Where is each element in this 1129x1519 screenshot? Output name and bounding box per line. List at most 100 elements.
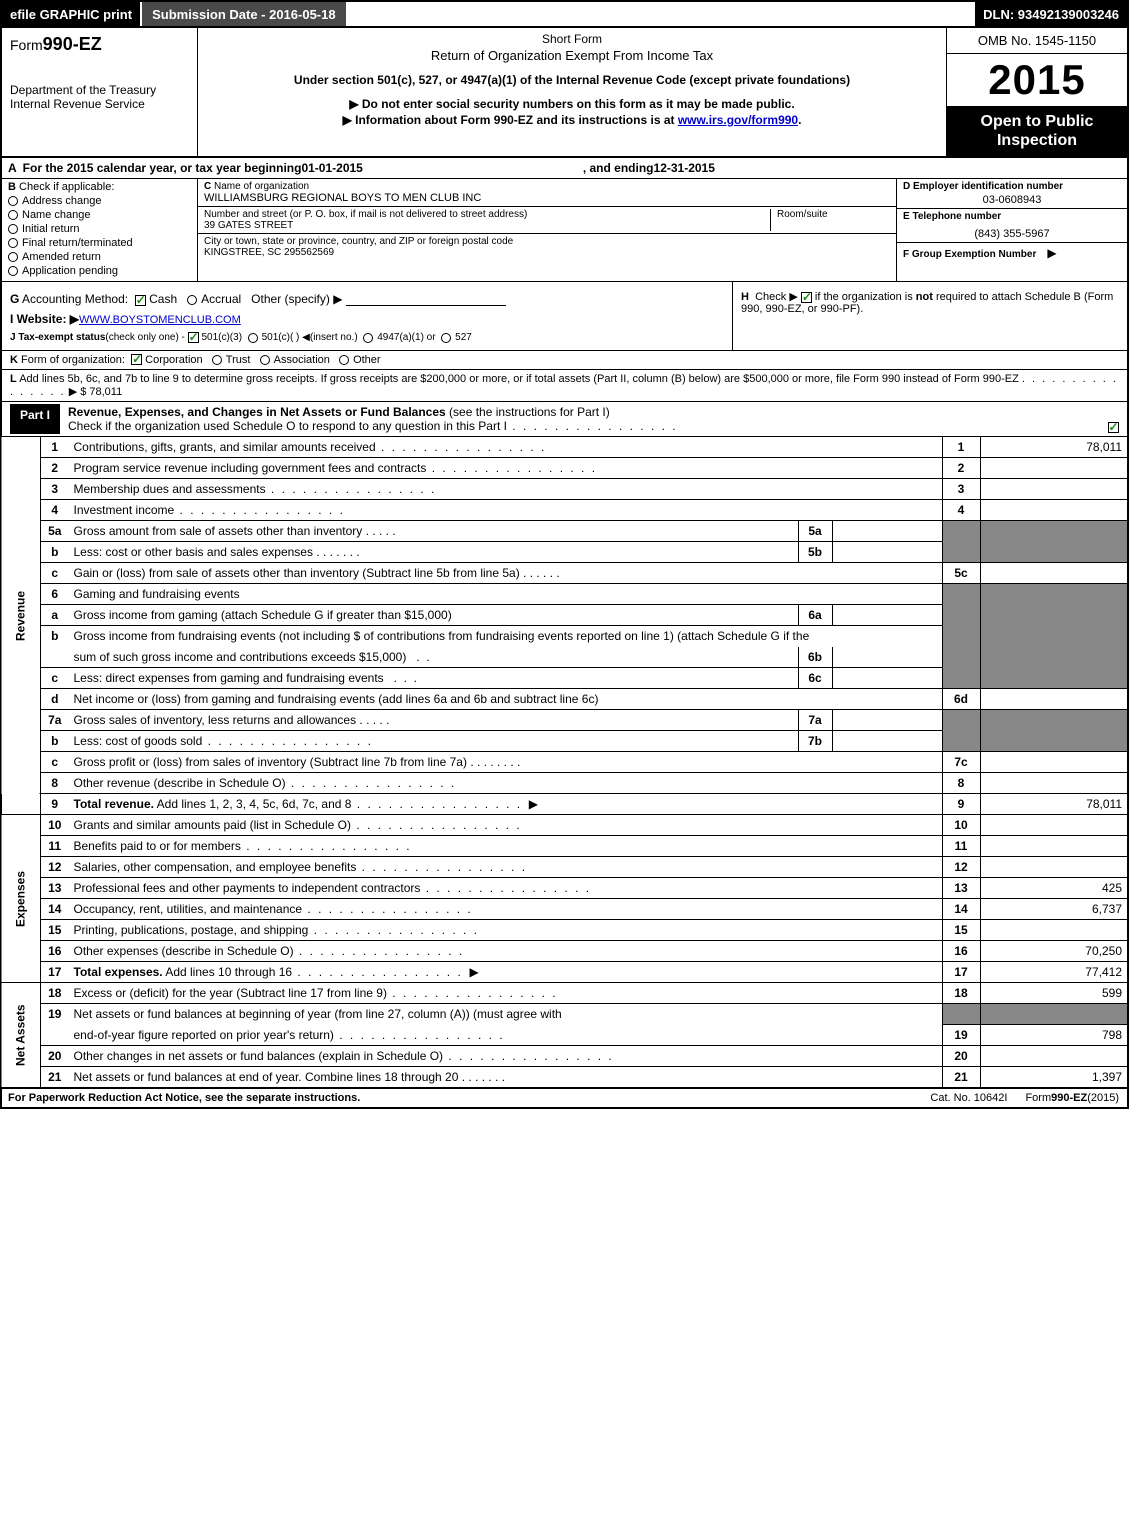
row-a: A For the 2015 calendar year, or tax yea… [0,158,1129,179]
checkbox-h[interactable] [801,292,812,303]
line-desc: Net assets or fund balances at beginning… [69,1004,943,1025]
shade-cell [980,710,1128,752]
chk-application-pending: Application pending [8,265,191,277]
line-desc: Printing, publications, postage, and shi… [74,923,309,937]
line-desc: Less: cost of goods sold [74,734,203,748]
circle-icon[interactable] [8,252,18,262]
checkbox-501c3[interactable] [188,332,199,343]
j-line: J Tax-exempt status(check only one) - 50… [10,332,724,343]
group-exemption-box: F Group Exemption Number ▶ [897,243,1127,263]
circle-icon[interactable] [8,224,18,234]
num-cell: 11 [942,836,980,857]
line-no: 2 [41,458,69,479]
line-7a: 7a Gross sales of inventory, less return… [1,710,1128,731]
other-input-line[interactable] [346,293,506,306]
dln: DLN: 93492139003246 [975,2,1127,26]
line-no: 13 [41,878,69,899]
circle-icon[interactable] [8,266,18,276]
num-cell: 12 [942,857,980,878]
num-cell: 18 [942,983,980,1004]
h-not: not [916,291,933,303]
dots [443,1049,614,1063]
circle-501c[interactable] [248,333,258,343]
line-no: c [41,668,69,689]
line-8: 8 Other revenue (describe in Schedule O)… [1,773,1128,794]
sub-val [832,647,942,668]
do-not-enter: ▶ Do not enter social security numbers o… [206,97,938,111]
dots [351,818,522,832]
circle-accrual[interactable] [187,295,197,305]
line-no: 4 [41,500,69,521]
amt-cell: 6,737 [980,899,1128,920]
org-name-box: C Name of organization WILLIAMSBURG REGI… [198,179,896,207]
line-no: 17 [41,962,69,983]
num-cell: 5c [942,563,980,584]
line-desc: Gross sales of inventory, less returns a… [74,713,357,727]
amt-cell [980,836,1128,857]
form-ref-form: 990-EZ [1051,1092,1087,1104]
checkbox-part1[interactable] [1108,422,1119,433]
line-15: 15 Printing, publications, postage, and … [1,920,1128,941]
f-label: F Group Exemption Number [903,249,1036,260]
g-line: G Accounting Method: Cash Accrual Other … [10,292,724,306]
num-cell: 19 [942,1025,980,1046]
g-label: G [10,292,19,306]
line-5c: c Gain or (loss) from sale of assets oth… [1,563,1128,584]
line-desc: Gaming and fundraising events [69,584,943,605]
k-other: Other [353,354,381,366]
circle-other[interactable] [339,355,349,365]
omb-number: OMB No. 1545-1150 [947,28,1127,54]
room-suite: Room/suite [770,209,890,231]
l-row: L Add lines 5b, 6c, and 7b to line 9 to … [0,370,1129,402]
j-501c: 501(c)( ) [262,333,300,344]
irs-link[interactable]: www.irs.gov/form990 [678,113,798,127]
circle-trust[interactable] [212,355,222,365]
circle-4947[interactable] [363,333,373,343]
line-no: 7a [41,710,69,731]
line-12: 12 Salaries, other compensation, and emp… [1,857,1128,878]
amt-cell [980,815,1128,836]
j-label: J Tax-exempt status [10,333,105,344]
line-desc: Other changes in net assets or fund bala… [74,1049,444,1063]
chk-label: Name change [22,209,91,221]
dots [202,734,373,748]
line-desc: Gross amount from sale of assets other t… [74,524,363,538]
k-text: Form of organization: [21,354,125,366]
num-cell: 2 [942,458,980,479]
amt-cell [980,1046,1128,1067]
line-no: 8 [41,773,69,794]
website-link[interactable]: WWW.BOYSTOMENCLUB.COM [79,314,241,326]
k-corp: Corporation [145,354,202,366]
circle-icon[interactable] [8,238,18,248]
line-desc: Gross income from gaming (attach Schedul… [69,605,799,626]
num-cell: 16 [942,941,980,962]
num-cell: 8 [942,773,980,794]
circle-assoc[interactable] [260,355,270,365]
num-cell: 7c [942,752,980,773]
ein-box: D Employer identification number 03-0608… [897,179,1127,209]
dots [351,797,522,811]
circle-icon[interactable] [8,210,18,220]
checkbox-corp[interactable] [131,354,142,365]
line-no: 16 [41,941,69,962]
line-4: 4 Investment income 4 [1,500,1128,521]
line-no: b [41,731,69,752]
line-desc: Excess or (deficit) for the year (Subtra… [74,986,387,1000]
k-label: K [10,354,18,366]
cash-label: Cash [149,292,177,306]
amt-cell [980,857,1128,878]
amt-cell: 599 [980,983,1128,1004]
circle-icon[interactable] [8,196,18,206]
spacer [346,2,976,26]
checkbox-cash[interactable] [135,295,146,306]
line-18: Net Assets 18 Excess or (deficit) for th… [1,983,1128,1004]
circle-527[interactable] [441,333,451,343]
num-cell: 10 [942,815,980,836]
line-desc-bold: Total revenue. [74,797,154,811]
sub-no: 5b [798,542,832,563]
open-to-public: Open to Public Inspection [947,106,1127,156]
dots [426,461,597,475]
header-block: Form990-EZ Department of the Treasury In… [0,28,1129,158]
line-no: d [41,689,69,710]
cat-no: Cat. No. 10642I [920,1089,1017,1107]
